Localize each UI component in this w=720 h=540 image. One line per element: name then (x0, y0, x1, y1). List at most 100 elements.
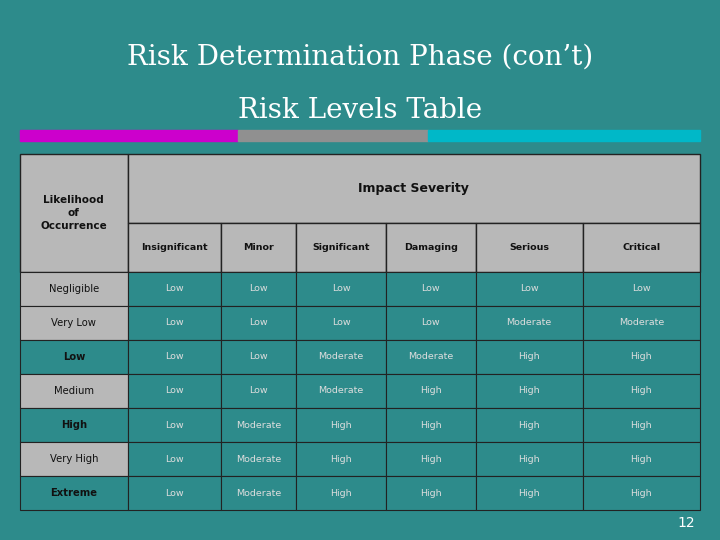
Text: High: High (631, 455, 652, 464)
Bar (127, 340, 221, 374)
Bar (20, 130, 238, 141)
Bar (386, 272, 475, 306)
Bar (127, 374, 221, 408)
Text: High: High (420, 455, 441, 464)
Bar (221, 340, 296, 374)
Text: Damaging: Damaging (404, 243, 458, 252)
Text: Low: Low (165, 284, 184, 293)
Bar (386, 408, 475, 442)
Bar (20, 272, 127, 306)
Bar (386, 442, 475, 476)
Text: High: High (330, 421, 352, 429)
Bar (221, 272, 296, 306)
Text: High: High (631, 489, 652, 498)
Bar (296, 442, 386, 476)
Text: Extreme: Extreme (50, 488, 97, 498)
Bar (386, 374, 475, 408)
Bar (583, 408, 700, 442)
Bar (475, 306, 583, 340)
Bar (583, 224, 700, 272)
Bar (386, 224, 475, 272)
Bar (296, 374, 386, 408)
Text: High: High (420, 489, 441, 498)
Bar (221, 224, 296, 272)
Text: High: High (518, 352, 540, 361)
Text: Moderate: Moderate (236, 421, 282, 429)
Bar (20, 408, 127, 442)
Bar (221, 442, 296, 476)
Text: High: High (330, 455, 352, 464)
Text: Significant: Significant (312, 243, 369, 252)
Text: Low: Low (520, 284, 539, 293)
Text: Low: Low (249, 318, 268, 327)
Bar (221, 374, 296, 408)
Bar (475, 340, 583, 374)
Text: Medium: Medium (54, 386, 94, 396)
Text: Low: Low (165, 387, 184, 395)
Text: High: High (330, 489, 352, 498)
Bar (386, 340, 475, 374)
Bar (475, 408, 583, 442)
Text: High: High (631, 421, 652, 429)
Text: Impact Severity: Impact Severity (359, 182, 469, 195)
Text: Moderate: Moderate (408, 352, 454, 361)
Bar (127, 154, 700, 224)
Bar (221, 476, 296, 510)
Bar (386, 306, 475, 340)
Text: High: High (518, 455, 540, 464)
Bar (221, 306, 296, 340)
Text: High: High (420, 421, 441, 429)
Text: High: High (631, 352, 652, 361)
Bar (296, 340, 386, 374)
Bar (583, 374, 700, 408)
Text: Minor: Minor (243, 243, 274, 252)
Bar (127, 408, 221, 442)
Text: Low: Low (632, 284, 651, 293)
Bar (583, 476, 700, 510)
Text: High: High (60, 420, 87, 430)
Bar (475, 374, 583, 408)
Text: Negligible: Negligible (49, 284, 99, 294)
Text: High: High (631, 387, 652, 395)
Text: Low: Low (249, 352, 268, 361)
Bar (20, 442, 127, 476)
Text: High: High (518, 387, 540, 395)
Bar (475, 442, 583, 476)
Text: High: High (420, 387, 441, 395)
Bar (583, 272, 700, 306)
Bar (475, 476, 583, 510)
Text: Low: Low (421, 284, 440, 293)
Bar (20, 154, 127, 272)
Bar (475, 272, 583, 306)
Bar (296, 408, 386, 442)
Bar (127, 306, 221, 340)
Text: Low: Low (63, 352, 85, 362)
Bar (127, 442, 221, 476)
Text: Low: Low (165, 455, 184, 464)
Bar (20, 340, 127, 374)
Text: Low: Low (165, 421, 184, 429)
Bar (20, 374, 127, 408)
Bar (583, 306, 700, 340)
Bar (428, 130, 700, 141)
Text: Insignificant: Insignificant (141, 243, 208, 252)
Text: Moderate: Moderate (236, 455, 282, 464)
Bar (127, 476, 221, 510)
Text: Low: Low (249, 284, 268, 293)
Text: Moderate: Moderate (318, 352, 364, 361)
Text: Low: Low (165, 318, 184, 327)
Text: High: High (518, 421, 540, 429)
Text: Likelihood
of
Occurrence: Likelihood of Occurrence (40, 195, 107, 231)
Text: Low: Low (332, 318, 351, 327)
Text: Low: Low (332, 284, 351, 293)
Bar (296, 476, 386, 510)
Text: Serious: Serious (509, 243, 549, 252)
Text: Low: Low (165, 489, 184, 498)
Text: Moderate: Moderate (507, 318, 552, 327)
Bar (583, 442, 700, 476)
Bar (583, 340, 700, 374)
Text: Low: Low (249, 387, 268, 395)
Text: Low: Low (165, 352, 184, 361)
Bar (221, 408, 296, 442)
Text: Moderate: Moderate (236, 489, 282, 498)
